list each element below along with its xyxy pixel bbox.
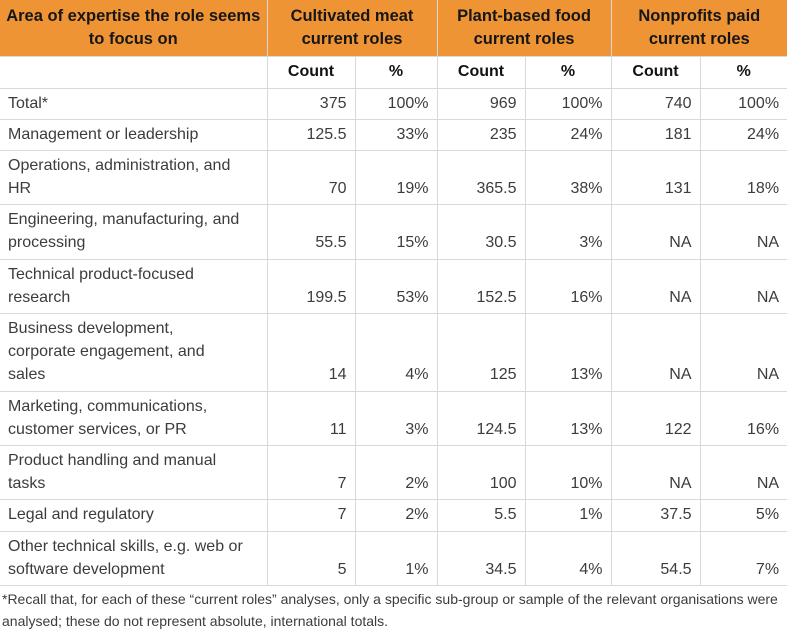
cell-plant-percent: 13% bbox=[524, 390, 612, 446]
column-group-plant-based-food: Plant-based food current roles bbox=[436, 0, 612, 57]
table-row: Engineering, manufacturing, and processi… bbox=[0, 204, 787, 260]
cell-nonprofit-percent: NA bbox=[699, 204, 787, 260]
cell-plant-percent: 13% bbox=[524, 313, 612, 392]
table-row: Total* 375 100% 969 100% 740 100% bbox=[0, 87, 787, 120]
cell-cultivated-percent: 33% bbox=[354, 118, 438, 151]
row-label: Legal and regulatory bbox=[0, 499, 268, 532]
cell-nonprofit-percent: 24% bbox=[699, 118, 787, 151]
cell-plant-count: 30.5 bbox=[436, 204, 526, 260]
cell-nonprofit-count: 37.5 bbox=[610, 499, 701, 532]
cell-plant-count: 34.5 bbox=[436, 530, 526, 586]
cell-plant-percent: 3% bbox=[524, 204, 612, 260]
cell-cultivated-count: 11 bbox=[266, 390, 356, 446]
sub-header-percent-cultivated: % bbox=[354, 55, 438, 89]
cell-cultivated-percent: 15% bbox=[354, 204, 438, 260]
cell-plant-count: 5.5 bbox=[436, 499, 526, 532]
cell-plant-count: 100 bbox=[436, 444, 526, 501]
sub-header-row: Count % Count % Count % bbox=[0, 55, 787, 89]
cell-nonprofit-count: 131 bbox=[610, 149, 701, 206]
sub-header-percent-nonprofit: % bbox=[699, 55, 787, 89]
cell-nonprofit-count: 54.5 bbox=[610, 530, 701, 586]
row-label: Operations, administration, and HR bbox=[0, 149, 268, 206]
cell-cultivated-count: 375 bbox=[266, 87, 356, 120]
cell-nonprofit-percent: 7% bbox=[699, 530, 787, 586]
cell-cultivated-percent: 2% bbox=[354, 444, 438, 501]
row-label: Engineering, manufacturing, and processi… bbox=[0, 204, 268, 260]
table-row: Legal and regulatory 7 2% 5.5 1% 37.5 5% bbox=[0, 499, 787, 532]
sub-header-count-nonprofit: Count bbox=[610, 55, 701, 89]
table-row: Other technical skills, e.g. web or soft… bbox=[0, 530, 787, 586]
cell-nonprofit-percent: 5% bbox=[699, 499, 787, 532]
cell-cultivated-percent: 19% bbox=[354, 149, 438, 206]
cell-plant-count: 152.5 bbox=[436, 258, 526, 315]
cell-plant-percent: 100% bbox=[524, 87, 612, 120]
table-body: Total* 375 100% 969 100% 740 100% Management or… bbox=[0, 87, 787, 586]
cell-plant-percent: 16% bbox=[524, 258, 612, 315]
cell-plant-count: 125 bbox=[436, 313, 526, 392]
cell-nonprofit-count: NA bbox=[610, 444, 701, 501]
table-row: Technical product-focused research 199.5 5… bbox=[0, 258, 787, 315]
cell-cultivated-count: 55.5 bbox=[266, 204, 356, 260]
column-group-nonprofits-paid: Nonprofits paid current roles bbox=[610, 0, 787, 57]
sub-header-empty bbox=[0, 55, 268, 89]
cell-cultivated-percent: 53% bbox=[354, 258, 438, 315]
column-group-expertise: Area of expertise the role seems to focu… bbox=[0, 0, 268, 57]
cell-cultivated-percent: 100% bbox=[354, 87, 438, 120]
cell-nonprofit-percent: 100% bbox=[699, 87, 787, 120]
row-label: Technical product-focused research bbox=[0, 258, 268, 315]
expertise-roles-table: Area of expertise the role seems to focu… bbox=[0, 0, 787, 586]
table-row: Marketing, communications, customer serv… bbox=[0, 390, 787, 446]
table-row: Product handling and manual tasks 7 2% 100 1… bbox=[0, 444, 787, 501]
cell-nonprofit-percent: 18% bbox=[699, 149, 787, 206]
cell-plant-count: 235 bbox=[436, 118, 526, 151]
cell-cultivated-count: 199.5 bbox=[266, 258, 356, 315]
cell-cultivated-percent: 1% bbox=[354, 530, 438, 586]
row-label: Total* bbox=[0, 87, 268, 120]
cell-cultivated-count: 7 bbox=[266, 499, 356, 532]
cell-plant-count: 969 bbox=[436, 87, 526, 120]
table-row: Business development, corporate engageme… bbox=[0, 313, 787, 392]
cell-nonprofit-percent: 16% bbox=[699, 390, 787, 446]
cell-nonprofit-count: NA bbox=[610, 204, 701, 260]
cell-cultivated-count: 5 bbox=[266, 530, 356, 586]
cell-nonprofit-count: NA bbox=[610, 258, 701, 315]
cell-plant-percent: 24% bbox=[524, 118, 612, 151]
cell-nonprofit-count: 740 bbox=[610, 87, 701, 120]
cell-nonprofit-count: 181 bbox=[610, 118, 701, 151]
cell-nonprofit-count: NA bbox=[610, 313, 701, 392]
table-row: Operations, administration, and HR 70 19% 3… bbox=[0, 149, 787, 206]
sub-header-count-plant: Count bbox=[436, 55, 526, 89]
cell-cultivated-count: 125.5 bbox=[266, 118, 356, 151]
cell-plant-count: 124.5 bbox=[436, 390, 526, 446]
footnote: *Recall that, for each of these “current… bbox=[2, 590, 778, 629]
cell-nonprofit-percent: NA bbox=[699, 444, 787, 501]
cell-plant-count: 365.5 bbox=[436, 149, 526, 206]
row-label: Management or leadership bbox=[0, 118, 268, 151]
cell-nonprofit-percent: NA bbox=[699, 258, 787, 315]
column-group-header-row: Area of expertise the role seems to focu… bbox=[0, 0, 787, 57]
column-group-cultivated-meat: Cultivated meat current roles bbox=[266, 0, 438, 57]
cell-plant-percent: 4% bbox=[524, 530, 612, 586]
row-label: Business development, corporate engageme… bbox=[0, 313, 268, 392]
sub-header-count-cultivated: Count bbox=[266, 55, 356, 89]
cell-cultivated-count: 7 bbox=[266, 444, 356, 501]
sub-header-percent-plant: % bbox=[524, 55, 612, 89]
cell-plant-percent: 1% bbox=[524, 499, 612, 532]
cell-cultivated-percent: 3% bbox=[354, 390, 438, 446]
cell-cultivated-percent: 2% bbox=[354, 499, 438, 532]
cell-cultivated-percent: 4% bbox=[354, 313, 438, 392]
cell-nonprofit-count: 122 bbox=[610, 390, 701, 446]
cell-plant-percent: 10% bbox=[524, 444, 612, 501]
cell-cultivated-count: 14 bbox=[266, 313, 356, 392]
cell-plant-percent: 38% bbox=[524, 149, 612, 206]
row-label: Product handling and manual tasks bbox=[0, 444, 268, 501]
row-label: Marketing, communications, customer serv… bbox=[0, 390, 268, 446]
row-label: Other technical skills, e.g. web or soft… bbox=[0, 530, 268, 586]
table-row: Management or leadership 125.5 33% 235 24% 18… bbox=[0, 118, 787, 151]
cell-nonprofit-percent: NA bbox=[699, 313, 787, 392]
cell-cultivated-count: 70 bbox=[266, 149, 356, 206]
